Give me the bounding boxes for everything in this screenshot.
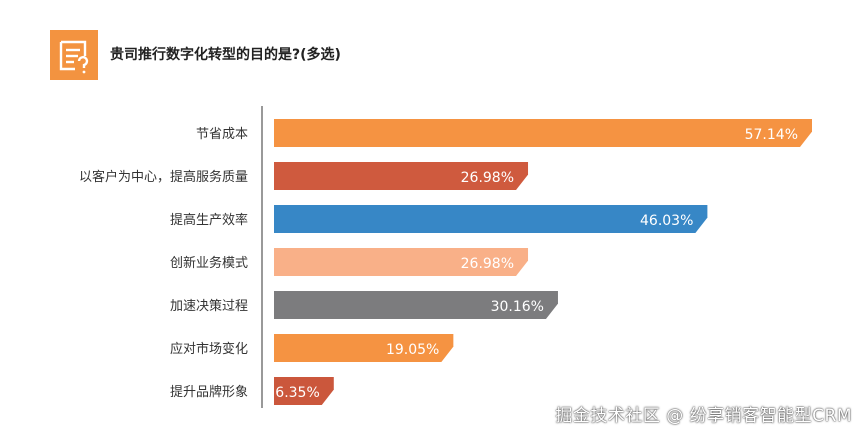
category-label: 创新业务模式 [170, 255, 248, 271]
category-label: 加速决策过程 [170, 298, 248, 314]
bar [274, 377, 334, 405]
survey-question-icon [50, 30, 98, 80]
category-label: 节省成本 [196, 127, 248, 142]
bar [274, 119, 812, 147]
data-label: 30.16% [491, 299, 544, 315]
watermark: 掘金技术社区 @ 纷享销客智能型CRM [555, 406, 852, 426]
bar [274, 205, 708, 233]
data-label: 26.98% [461, 170, 514, 186]
bar [274, 248, 529, 276]
category-label: 提高生产效率 [170, 212, 248, 228]
data-label: 19.05% [386, 342, 439, 358]
category-label: 应对市场变化 [170, 341, 248, 357]
data-label: 6.35% [275, 385, 319, 401]
chart-title: 贵司推行数字化转型的目的是?(多选) [110, 47, 341, 63]
category-label: 提升品牌形象 [170, 384, 248, 400]
bar [274, 334, 454, 362]
data-label: 46.03% [640, 213, 693, 229]
bar [274, 291, 558, 319]
bar [274, 162, 529, 190]
data-label: 26.98% [461, 256, 514, 272]
category-label: 以客户为中心，提高服务质量 [79, 169, 248, 185]
data-label: 57.14% [745, 127, 798, 143]
